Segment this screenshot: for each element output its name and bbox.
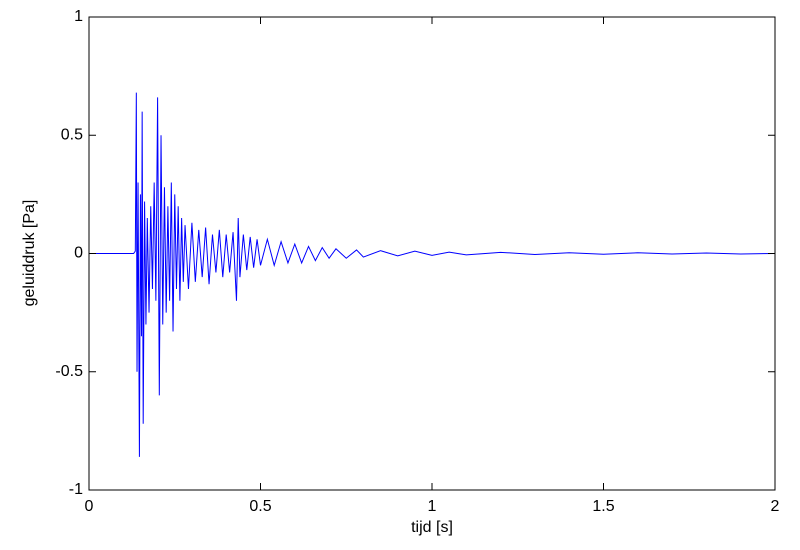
- x-tick-label: 1.5: [592, 498, 614, 515]
- y-tick-label: -0.5: [55, 363, 83, 380]
- y-tick-label: 0.5: [61, 126, 83, 143]
- x-tick-label: 0.5: [249, 498, 271, 515]
- x-axis-label: tijd [s]: [411, 519, 453, 536]
- waveform-line: [89, 92, 776, 457]
- x-tick-label: 2: [771, 498, 780, 515]
- y-tick-label: -1: [69, 481, 83, 498]
- y-tick-label: 1: [74, 8, 83, 25]
- x-tick-label: 1: [428, 498, 437, 515]
- x-tick-label: 0: [85, 498, 94, 515]
- y-tick-label: 0: [74, 245, 83, 262]
- y-axis-label: geluiddruk [Pa]: [21, 200, 38, 307]
